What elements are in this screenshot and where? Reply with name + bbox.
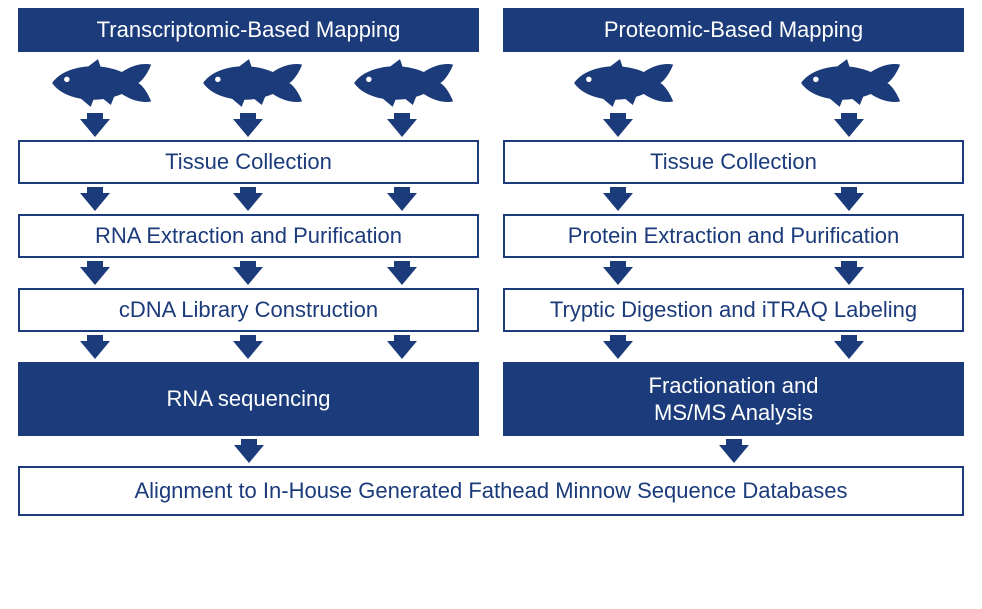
right-arrows-3	[503, 332, 964, 362]
left-arrows-4	[18, 436, 479, 466]
left-step-3: RNA sequencing	[18, 362, 479, 436]
right-header-label: Proteomic-Based Mapping	[604, 17, 863, 42]
down-arrow-icon	[80, 187, 110, 211]
down-arrow-icon	[834, 113, 864, 137]
right-step-1: Protein Extraction and Purification	[503, 214, 964, 258]
down-arrow-icon	[80, 335, 110, 359]
down-arrow-icon	[387, 335, 417, 359]
step-label: RNA Extraction and Purification	[95, 223, 402, 248]
down-arrow-icon	[80, 113, 110, 137]
down-arrow-icon	[834, 261, 864, 285]
left-step-2: cDNA Library Construction	[18, 288, 479, 332]
right-arrows-4	[503, 436, 964, 466]
right-column: Proteomic-Based Mapping Tissue Collectio…	[503, 8, 964, 466]
step-label: Tryptic Digestion and iTRAQ Labeling	[550, 297, 917, 322]
step-label: Protein Extraction and Purification	[568, 223, 899, 248]
down-arrow-icon	[233, 113, 263, 137]
final-label: Alignment to In-House Generated Fathead …	[135, 478, 848, 503]
down-arrow-icon	[387, 261, 417, 285]
fish-icon	[792, 59, 902, 107]
down-arrow-icon	[80, 261, 110, 285]
fish-icon	[194, 59, 304, 107]
left-header-label: Transcriptomic-Based Mapping	[97, 17, 401, 42]
down-arrow-icon	[603, 187, 633, 211]
fish-icon	[43, 59, 153, 107]
columns-wrapper: Transcriptomic-Based Mapping Tissue Coll…	[18, 8, 964, 466]
left-column: Transcriptomic-Based Mapping Tissue Coll…	[18, 8, 479, 466]
fish-icon	[345, 59, 455, 107]
final-step: Alignment to In-House Generated Fathead …	[18, 466, 964, 516]
left-step-1: RNA Extraction and Purification	[18, 214, 479, 258]
left-fish-row	[18, 52, 479, 110]
left-header: Transcriptomic-Based Mapping	[18, 8, 479, 52]
right-header: Proteomic-Based Mapping	[503, 8, 964, 52]
down-arrow-icon	[234, 439, 264, 463]
step-label: cDNA Library Construction	[119, 297, 378, 322]
down-arrow-icon	[233, 335, 263, 359]
down-arrow-icon	[719, 439, 749, 463]
step-label: Fractionation and MS/MS Analysis	[649, 372, 819, 427]
left-arrows-1	[18, 184, 479, 214]
down-arrow-icon	[387, 113, 417, 137]
right-step-0: Tissue Collection	[503, 140, 964, 184]
down-arrow-icon	[603, 113, 633, 137]
down-arrow-icon	[603, 261, 633, 285]
step-label: Tissue Collection	[165, 149, 332, 174]
step-label: RNA sequencing	[167, 385, 331, 413]
step-label: Tissue Collection	[650, 149, 817, 174]
down-arrow-icon	[834, 187, 864, 211]
down-arrow-icon	[233, 261, 263, 285]
right-arrows-1	[503, 184, 964, 214]
right-fish-row	[503, 52, 964, 110]
down-arrow-icon	[387, 187, 417, 211]
down-arrow-icon	[603, 335, 633, 359]
right-arrows-2	[503, 258, 964, 288]
left-arrows-2	[18, 258, 479, 288]
down-arrow-icon	[834, 335, 864, 359]
fish-icon	[565, 59, 675, 107]
left-arrows-3	[18, 332, 479, 362]
left-arrows-0	[18, 110, 479, 140]
down-arrow-icon	[233, 187, 263, 211]
right-step-3: Fractionation and MS/MS Analysis	[503, 362, 964, 436]
right-step-2: Tryptic Digestion and iTRAQ Labeling	[503, 288, 964, 332]
left-step-0: Tissue Collection	[18, 140, 479, 184]
right-arrows-0	[503, 110, 964, 140]
diagram-container: Transcriptomic-Based Mapping Tissue Coll…	[18, 8, 964, 516]
